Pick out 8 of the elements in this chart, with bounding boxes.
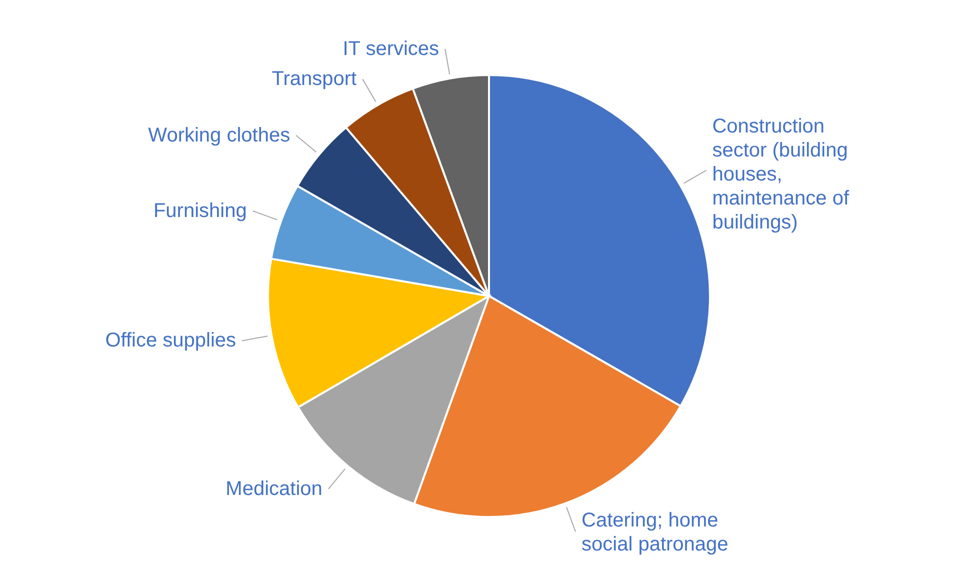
slice-label: Furnishing <box>153 200 247 222</box>
slice-label: Catering; home social patronage <box>582 510 728 556</box>
slice-label: Transport <box>272 68 358 90</box>
slice-label: Office supplies <box>105 330 236 352</box>
slice-label: Medication <box>226 478 322 500</box>
slice-label: Construction sector (building houses, maintenance of buildings) <box>712 115 850 234</box>
slice-label: IT services <box>342 38 440 60</box>
slice-label: Working clothes <box>148 124 290 146</box>
